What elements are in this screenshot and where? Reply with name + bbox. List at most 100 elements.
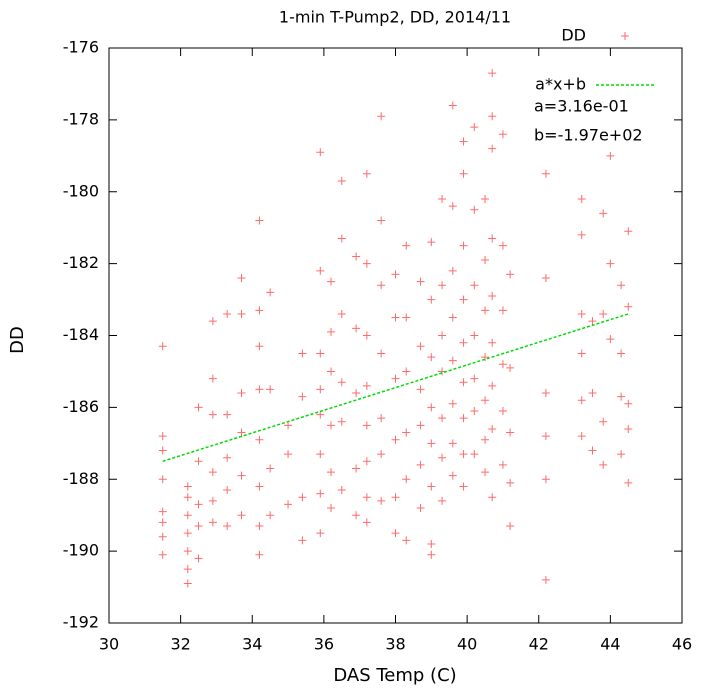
point <box>316 529 325 538</box>
point <box>541 475 550 484</box>
point <box>284 421 293 430</box>
point <box>448 101 457 110</box>
point <box>298 392 307 401</box>
point <box>362 518 371 527</box>
point <box>284 450 293 459</box>
point <box>362 331 371 340</box>
point <box>459 241 468 250</box>
point <box>255 216 264 225</box>
point <box>459 414 468 423</box>
point <box>255 306 264 315</box>
point <box>391 313 400 322</box>
point <box>402 428 411 437</box>
point <box>352 464 361 473</box>
point <box>588 389 597 397</box>
point <box>352 252 361 261</box>
point <box>194 554 203 563</box>
point <box>298 493 307 502</box>
point <box>617 392 626 401</box>
point <box>506 270 515 279</box>
point <box>506 363 515 372</box>
point <box>327 421 336 430</box>
x-tick-label: 34 <box>242 635 262 654</box>
point <box>599 209 608 218</box>
point <box>158 518 167 527</box>
x-tick-label: 42 <box>529 635 549 654</box>
point <box>427 353 436 362</box>
point <box>448 356 457 365</box>
point <box>402 536 411 545</box>
point <box>266 511 275 520</box>
point <box>459 482 468 491</box>
point <box>362 259 371 268</box>
point <box>327 468 336 477</box>
point <box>459 378 468 387</box>
point <box>506 428 515 437</box>
point <box>337 176 346 185</box>
point <box>183 565 192 574</box>
point <box>617 450 626 459</box>
point <box>183 529 192 538</box>
point <box>588 446 597 455</box>
point <box>624 227 633 236</box>
point <box>194 521 203 530</box>
legend-swatch <box>621 32 629 40</box>
point <box>448 266 457 275</box>
point <box>391 529 400 538</box>
point <box>223 521 232 530</box>
x-tick-label: 40 <box>457 635 477 654</box>
point <box>316 450 325 459</box>
y-axis-label: DD <box>7 326 28 354</box>
y-tick-label: -192 <box>63 613 99 632</box>
point <box>488 338 497 347</box>
point <box>416 385 425 394</box>
point <box>438 414 447 423</box>
point <box>391 435 400 444</box>
y-tick-label: -186 <box>63 397 99 416</box>
point <box>488 69 497 78</box>
point <box>577 349 586 358</box>
point <box>158 507 167 516</box>
point <box>352 324 361 333</box>
point <box>606 151 615 160</box>
point <box>470 374 479 383</box>
point <box>194 500 203 509</box>
point <box>498 130 507 139</box>
point <box>488 234 497 243</box>
annotation: b=-1.97e+02 <box>534 126 643 145</box>
point <box>599 460 608 469</box>
point <box>237 511 246 520</box>
point <box>459 450 468 459</box>
x-tick-label: 32 <box>170 635 190 654</box>
point <box>470 205 479 214</box>
point <box>183 482 192 491</box>
point <box>377 112 386 121</box>
point <box>448 439 457 448</box>
point <box>266 385 275 394</box>
point <box>223 309 232 318</box>
point <box>541 575 550 584</box>
point <box>427 550 436 559</box>
y-tick-label: -178 <box>63 109 99 128</box>
point <box>316 148 325 157</box>
point <box>481 468 490 477</box>
point <box>606 259 615 268</box>
point <box>541 169 550 178</box>
point <box>158 550 167 559</box>
point <box>337 309 346 318</box>
point <box>223 453 232 462</box>
point <box>416 460 425 469</box>
point <box>208 317 217 326</box>
point <box>617 281 626 290</box>
point <box>448 313 457 322</box>
annotation: a=3.16e-01 <box>534 97 629 116</box>
point <box>327 504 336 512</box>
point <box>624 424 633 433</box>
y-tick-label: -182 <box>63 253 99 272</box>
point <box>541 389 550 397</box>
point <box>237 309 246 318</box>
fit-line <box>162 313 629 462</box>
point <box>266 288 275 297</box>
point <box>237 389 246 397</box>
